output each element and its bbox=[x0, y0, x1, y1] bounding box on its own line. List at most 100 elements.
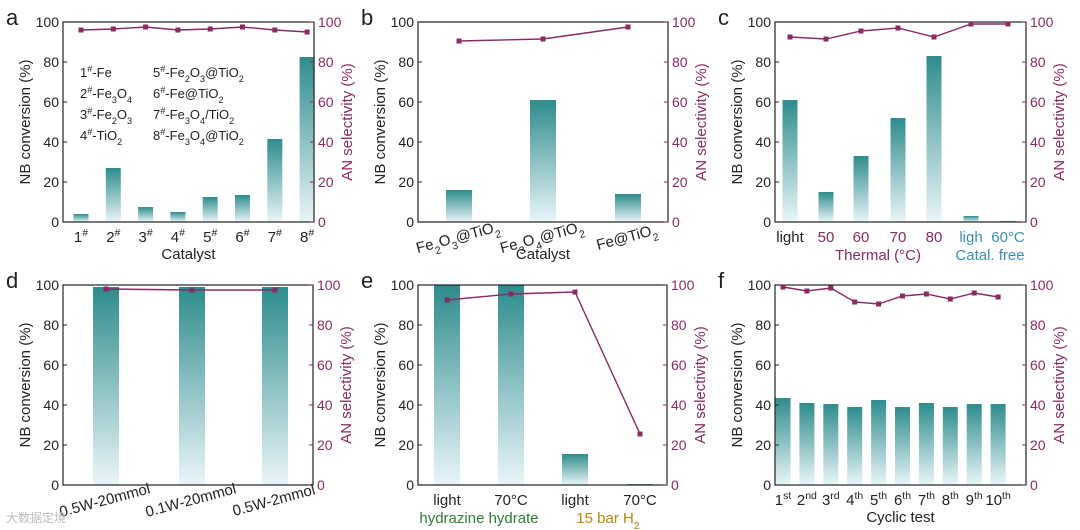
category-label: ligh bbox=[959, 229, 982, 246]
y-tick-label: 40 bbox=[43, 397, 59, 413]
group-label: Thermal (°C) bbox=[835, 247, 921, 264]
y2-axis-label: AN selectivity (%) bbox=[1051, 326, 1068, 444]
category-label: light bbox=[433, 492, 461, 509]
y2-axis-label: AN selectivity (%) bbox=[693, 63, 710, 181]
category-label: 1# bbox=[74, 227, 88, 246]
category-label: 70°C bbox=[494, 492, 528, 509]
selectivity-point bbox=[456, 38, 462, 44]
category-label: 7# bbox=[268, 227, 282, 246]
selectivity-point bbox=[787, 34, 793, 40]
selectivity-point bbox=[823, 36, 829, 42]
y2-tick-label: 0 bbox=[318, 214, 326, 230]
y2-axis-label: AN selectivity (%) bbox=[692, 326, 709, 444]
category-label: 4th bbox=[846, 490, 863, 509]
panel-label: c bbox=[718, 5, 729, 30]
y2-tick-label: 100 bbox=[1030, 277, 1054, 293]
y2-axis-label: AN selectivity (%) bbox=[338, 326, 355, 444]
y2-tick-label: 20 bbox=[1030, 174, 1046, 190]
y2-tick-label: 40 bbox=[318, 134, 334, 150]
y-tick-label: 20 bbox=[398, 174, 414, 190]
y-axis-label: NB conversion (%) bbox=[729, 59, 746, 184]
y2-tick-label: 60 bbox=[1030, 94, 1046, 110]
plot-frame bbox=[62, 21, 315, 223]
bar bbox=[299, 57, 315, 222]
y-tick-label: 0 bbox=[763, 477, 771, 493]
category-label: 4# bbox=[171, 227, 185, 246]
y2-tick-label: 40 bbox=[1030, 134, 1046, 150]
category-label: 3rd bbox=[822, 490, 840, 509]
bar bbox=[942, 407, 958, 485]
panel-label: f bbox=[718, 268, 725, 293]
group-label: Catal. free bbox=[955, 247, 1024, 264]
bar bbox=[262, 287, 288, 485]
panel-label: e bbox=[361, 268, 373, 293]
y2-tick-label: 20 bbox=[671, 437, 687, 453]
selectivity-point bbox=[858, 28, 864, 34]
category-label: Fe3O4@TiO2 bbox=[498, 218, 586, 261]
selectivity-point bbox=[971, 290, 977, 296]
y2-tick-label: 20 bbox=[1030, 437, 1046, 453]
bar bbox=[918, 403, 934, 485]
bar bbox=[93, 287, 119, 485]
category-label: 9th bbox=[966, 490, 983, 509]
y-tick-label: 60 bbox=[43, 94, 59, 110]
plot-frame bbox=[774, 284, 1027, 486]
category-label: 0.5W-2mmol bbox=[231, 481, 317, 519]
y2-tick-label: 100 bbox=[317, 277, 341, 293]
y-tick-label: 60 bbox=[43, 357, 59, 373]
panel-c: 0 20 40 60 80 100 0 20 40 60 80 100 NB conversion (%… bbox=[718, 5, 1068, 264]
y2-tick-label: 0 bbox=[1030, 477, 1038, 493]
y2-tick-label: 40 bbox=[317, 397, 333, 413]
category-label: 70 bbox=[890, 229, 907, 246]
y-tick-label: 80 bbox=[398, 317, 414, 333]
bar bbox=[890, 118, 906, 222]
selectivity-point bbox=[304, 29, 310, 35]
selectivity-point bbox=[143, 24, 149, 30]
selectivity-point bbox=[207, 26, 213, 32]
selectivity-point bbox=[540, 36, 546, 42]
selectivity-point bbox=[852, 299, 858, 305]
y2-tick-label: 100 bbox=[1030, 14, 1054, 30]
bar bbox=[818, 192, 834, 222]
y-tick-label: 60 bbox=[755, 94, 771, 110]
category-label: 80 bbox=[926, 229, 943, 246]
bar bbox=[73, 214, 89, 222]
y-tick-label: 80 bbox=[755, 54, 771, 70]
bar bbox=[782, 100, 798, 222]
legend-entry: 8#-Fe3O4@TiO2 bbox=[153, 127, 244, 147]
y2-axis-label: AN selectivity (%) bbox=[1051, 63, 1068, 181]
y2-tick-label: 40 bbox=[1030, 397, 1046, 413]
category-label: 6th bbox=[894, 490, 911, 509]
bar bbox=[966, 404, 982, 485]
y2-tick-label: 80 bbox=[1030, 317, 1046, 333]
x-axis-label: Catalyst bbox=[161, 246, 216, 263]
selectivity-point bbox=[78, 27, 84, 33]
bar bbox=[105, 168, 121, 222]
y-tick-label: 100 bbox=[36, 14, 60, 30]
y2-tick-label: 40 bbox=[672, 134, 688, 150]
y-tick-label: 0 bbox=[51, 477, 59, 493]
selectivity-point bbox=[923, 291, 929, 297]
panel-f: 0 20 40 60 80 100 0 20 40 60 80 100 NB conversion (%… bbox=[718, 268, 1068, 526]
selectivity-point bbox=[900, 293, 905, 299]
bar bbox=[498, 285, 524, 485]
y2-tick-label: 20 bbox=[318, 174, 334, 190]
y-tick-label: 80 bbox=[398, 54, 414, 70]
selectivity-point bbox=[1005, 21, 1011, 27]
plot-frame bbox=[62, 284, 314, 486]
bar bbox=[615, 194, 641, 222]
y2-tick-label: 100 bbox=[672, 14, 696, 30]
panel-e: 0 20 40 60 80 100 0 20 40 60 80 100 NB conversion (%… bbox=[361, 268, 709, 530]
panel-d: 0 20 40 60 80 100 0 20 40 60 80 100 NB conversion (%… bbox=[6, 268, 355, 521]
bar bbox=[202, 197, 218, 222]
selectivity-point bbox=[895, 25, 901, 31]
y-tick-label: 0 bbox=[406, 477, 414, 493]
selectivity-point bbox=[995, 294, 1001, 300]
y2-tick-label: 80 bbox=[671, 317, 687, 333]
category-label: 7th bbox=[918, 490, 935, 509]
selectivity-line bbox=[80, 26, 308, 33]
panel-b: 0 20 40 60 80 100 0 20 40 60 80 100 NB conversion (%… bbox=[361, 5, 710, 263]
x-axis-label: Catalyst bbox=[516, 246, 571, 263]
category-label: Fe@TiO2 bbox=[595, 221, 661, 258]
bar bbox=[170, 212, 186, 222]
